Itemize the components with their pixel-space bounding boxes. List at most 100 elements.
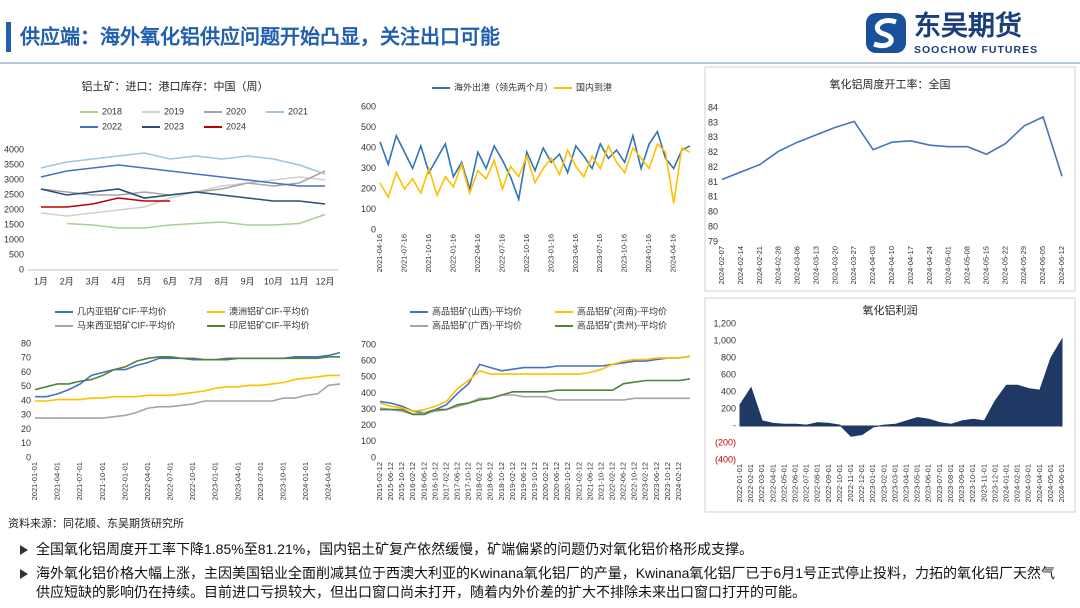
slide-title: 供应端：海外氧化铝供应问题开始凸显，关注出口可能 bbox=[19, 24, 500, 48]
x-tick-label: 2022-12-01 bbox=[857, 464, 866, 502]
y-tick-label: 600 bbox=[361, 356, 376, 366]
legend-label: 国内到港 bbox=[576, 81, 612, 92]
x-tick-label: 4月 bbox=[111, 276, 125, 286]
series-line bbox=[40, 176, 326, 217]
x-tick-label: 2016-06-12 bbox=[419, 462, 428, 500]
legend-label: 海外出港（领先两个月） bbox=[454, 81, 553, 92]
x-tick-label: 2017-02-12 bbox=[441, 462, 450, 500]
series-line bbox=[34, 356, 340, 391]
title-bar bbox=[6, 22, 11, 52]
x-tick-label: 2022-10-16 bbox=[522, 234, 531, 272]
x-tick-label: 2016-02-12 bbox=[408, 462, 417, 500]
chart-title: 氧化铝周度开工率：全国 bbox=[830, 77, 951, 91]
x-tick-label: 2024-02-12 bbox=[674, 462, 683, 500]
x-tick-label: 3月 bbox=[86, 276, 100, 286]
y-tick-label: (400) bbox=[715, 454, 736, 464]
y-tick-label: 10 bbox=[21, 438, 31, 448]
y-tick-label: 500 bbox=[361, 372, 376, 382]
x-tick-label: 2024-01-16 bbox=[644, 234, 653, 272]
series-line bbox=[380, 378, 691, 416]
y-tick-label: 3000 bbox=[4, 174, 24, 184]
x-tick-label: 2024-05-01 bbox=[944, 246, 953, 284]
y-tick-label: (200) bbox=[715, 437, 736, 447]
y-tick-label: 83 bbox=[708, 132, 718, 142]
x-tick-label: 2024-06-01 bbox=[1057, 464, 1066, 502]
x-tick-label: 2022-10-12 bbox=[630, 462, 639, 500]
x-tick-label: 2023-01-01 bbox=[868, 464, 877, 502]
x-tick-label: 2023-08-01 bbox=[946, 464, 955, 502]
x-tick-label: 2018-02-12 bbox=[475, 462, 484, 500]
x-tick-label: 2021-04-01 bbox=[53, 462, 62, 500]
logo-icon bbox=[866, 13, 906, 53]
y-tick-label: 20 bbox=[21, 424, 31, 434]
x-tick-label: 2015-10-12 bbox=[397, 462, 406, 500]
legend-label: 2021 bbox=[288, 106, 308, 116]
series-line bbox=[40, 197, 171, 208]
x-tick-label: 2022-06-01 bbox=[791, 464, 800, 502]
x-tick-label: 2021-10-16 bbox=[424, 234, 433, 272]
x-tick-label: 2024-05-08 bbox=[963, 246, 972, 284]
x-tick-label: 2024-05-22 bbox=[1000, 246, 1009, 284]
legend-label: 高品铝矿(河南)-平均价 bbox=[577, 305, 667, 316]
chart-title: 氧化铝利润 bbox=[863, 303, 918, 317]
x-tick-label: 2021-04-16 bbox=[375, 234, 384, 272]
x-tick-label: 2024-03-13 bbox=[811, 246, 820, 284]
legend-label: 高品铝矿(广西)-平均价 bbox=[432, 319, 522, 330]
x-tick-label: 2015-06-12 bbox=[386, 462, 395, 500]
y-tick-label: 200 bbox=[721, 403, 736, 413]
y-tick-label: 70 bbox=[21, 353, 31, 363]
x-tick-label: 2022-04-16 bbox=[473, 234, 482, 272]
x-tick-label: 2022-01-16 bbox=[448, 234, 457, 272]
x-tick-label: 2023-04-16 bbox=[571, 234, 580, 272]
bullet-text: 海外氧化铝价格大幅上涨，主因美国铝业全面削减其位于西澳大利亚的Kwinana氧化… bbox=[36, 565, 1055, 600]
series-line bbox=[40, 164, 326, 187]
series-line bbox=[35, 374, 340, 402]
x-tick-label: 2023-05-01 bbox=[913, 464, 922, 502]
y-tick-label: 30 bbox=[21, 410, 31, 420]
x-tick-label: 2021-07-01 bbox=[75, 462, 84, 500]
bullet-text: 全国氧化铝周度开工率下降1.85%至81.21%，国内铝土矿复产依然缓慢，矿端偏… bbox=[36, 541, 754, 557]
x-tick-label: 2022-07-01 bbox=[802, 464, 811, 502]
x-tick-label: 2024-04-10 bbox=[887, 246, 896, 284]
x-tick-label: 2024-01-01 bbox=[301, 462, 310, 500]
logo-en: SOOCHOW FUTURES bbox=[914, 44, 1038, 56]
x-tick-label: 2024-01-01 bbox=[1001, 464, 1010, 502]
x-tick-label: 2023-04-01 bbox=[233, 462, 242, 500]
legend-label: 马来西亚铝矿CIF-平均价 bbox=[77, 319, 176, 330]
x-tick-label: 2016-10-12 bbox=[430, 462, 439, 500]
x-tick-label: 2023-02-12 bbox=[641, 462, 650, 500]
x-tick-label: 2021-10-12 bbox=[596, 462, 605, 500]
y-tick-label: 80 bbox=[708, 221, 718, 231]
x-tick-label: 2023-10-16 bbox=[620, 234, 629, 272]
x-tick-label: 2021-06-12 bbox=[585, 462, 594, 500]
x-tick-label: 2022-01-01 bbox=[120, 462, 129, 500]
series-line bbox=[40, 188, 326, 205]
y-tick-label: 700 bbox=[361, 339, 376, 349]
series-area bbox=[739, 337, 1063, 437]
x-tick-label: 1月 bbox=[34, 276, 48, 286]
x-tick-label: 2023-01-16 bbox=[546, 234, 555, 272]
x-tick-label: 2023-07-01 bbox=[256, 462, 265, 500]
x-tick-label: 2023-01-01 bbox=[211, 462, 220, 500]
y-tick-label: 0 bbox=[19, 264, 24, 274]
logo-cn: 东吴期货 bbox=[914, 10, 1022, 41]
x-tick-label: 2022-01-01 bbox=[735, 464, 744, 502]
legend-label: 印尼铝矿CIF-平均价 bbox=[229, 319, 310, 330]
y-tick-label: 83 bbox=[708, 117, 718, 127]
source-note: 资料来源：同花顺、东吴期货研究所 bbox=[8, 518, 184, 530]
legend-label: 2019 bbox=[164, 106, 184, 116]
x-tick-label: 2024-02-28 bbox=[774, 246, 783, 284]
legend-label: 澳洲铝矿CIF-平均价 bbox=[229, 305, 310, 316]
x-tick-label: 2022-10-01 bbox=[188, 462, 197, 500]
x-tick-label: 2022-07-16 bbox=[497, 234, 506, 272]
x-tick-label: 2017-06-12 bbox=[452, 462, 461, 500]
x-tick-label: 6月 bbox=[163, 276, 177, 286]
series-line bbox=[35, 383, 341, 419]
series-line bbox=[721, 115, 1063, 181]
x-tick-label: 2023-10-01 bbox=[968, 464, 977, 502]
y-tick-label: 1,200 bbox=[713, 318, 736, 328]
y-tick-label: 600 bbox=[721, 369, 736, 379]
x-tick-label: 2022-05-01 bbox=[779, 464, 788, 502]
